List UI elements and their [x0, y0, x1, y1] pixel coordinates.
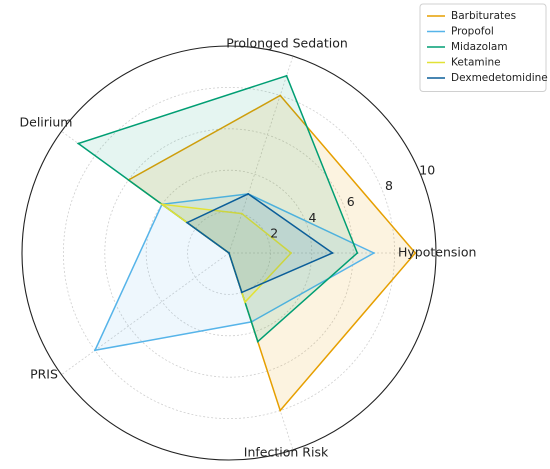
point-dexmedetomidine-1 [247, 193, 250, 195]
axis-label-layer: Hypotension Prolonged Sedation Delirium PRI… [20, 36, 477, 460]
series-fill-barbiturates [128, 95, 416, 411]
point-ketamine-0 [290, 252, 292, 254]
point-propofol-3 [94, 349, 96, 352]
series-line-propofol [93, 193, 376, 352]
point-dexmedetomidine-2 [186, 221, 189, 224]
axis-label-infection-risk: Infection Risk [244, 445, 329, 460]
series-line-midazolam [76, 74, 359, 343]
axis-label-delirium: Delirium [20, 115, 73, 130]
legend-box [419, 3, 547, 92]
axis-label-pris: PRIS [30, 367, 58, 382]
tick-label-8: 8 [385, 178, 393, 193]
point-ketamine-1 [240, 212, 243, 215]
point-midazolam-1 [285, 74, 288, 77]
spoke-4 [228, 252, 294, 450]
spoke-3 [61, 252, 230, 375]
point-propofol-0 [373, 252, 375, 254]
tick-layer: 2 4 6 8 10 [270, 162, 435, 240]
point-barbiturates-4 [279, 409, 282, 412]
axis-label-hypotension: Hypotension [398, 245, 476, 260]
legend: Barbiturates Propofol Midazolam Ketamine Dex… [419, 3, 548, 92]
series-layer [76, 74, 417, 413]
series-fill-ketamine [162, 204, 292, 303]
legend-label-propofol: Propofol [451, 26, 494, 38]
point-midazolam-0 [356, 252, 359, 254]
point-barbiturates-1 [279, 94, 282, 97]
point-dexmedetomidine-0 [331, 252, 334, 254]
point-dexmedetomidine-4 [240, 291, 243, 294]
axis-label-prolonged-sedation: Prolonged Sedation [226, 36, 348, 51]
legend-label-midazolam: Midazolam [451, 41, 508, 53]
tick-label-4: 4 [309, 210, 317, 225]
series-line-dexmedetomidine [185, 193, 335, 294]
point-midazolam-4 [256, 340, 259, 343]
legend-label-barbiturates: Barbiturates [451, 10, 516, 22]
legend-label-ketamine: Ketamine [451, 57, 501, 69]
grid-circle-4 [145, 169, 313, 337]
tick-label-10: 10 [419, 162, 435, 177]
spoke-1 [228, 56, 294, 254]
legend-label-dexmedetomidine: Dexmedetomidine [451, 72, 548, 84]
grid-circle-2 [187, 211, 271, 295]
tick-label-6: 6 [347, 194, 355, 209]
point-dexmedetomidine-3 [228, 252, 230, 254]
series-fill-dexmedetomidine [187, 193, 333, 293]
point-ketamine-2 [161, 203, 163, 206]
point-midazolam-2 [77, 142, 80, 145]
tick-label-2: 2 [270, 226, 278, 241]
point-ketamine-4 [244, 301, 246, 304]
point-barbiturates-0 [414, 252, 417, 254]
outer-frame [21, 45, 437, 461]
